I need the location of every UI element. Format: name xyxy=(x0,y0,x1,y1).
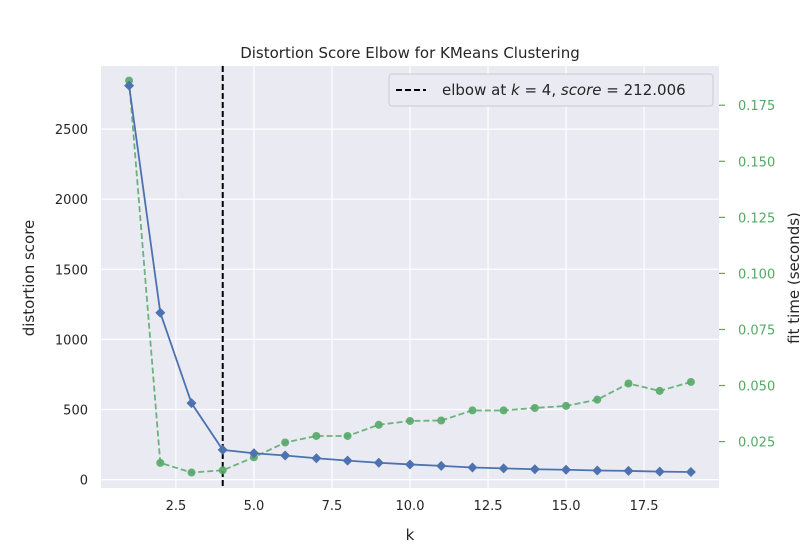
x-tick-label: 10.0 xyxy=(396,499,425,514)
fit-time-point xyxy=(343,431,352,440)
y2-tick-label: 0.025 xyxy=(738,436,775,451)
distortion-point xyxy=(155,307,166,318)
x-tick-label: 12.5 xyxy=(474,499,503,514)
legend-score-equals: = xyxy=(602,81,624,99)
x-tick-label: 7.5 xyxy=(322,499,343,514)
legend-k-symbol: k xyxy=(511,81,521,99)
fit-time-point xyxy=(218,466,227,475)
distortion-point xyxy=(186,398,197,409)
distortion-point xyxy=(685,467,696,478)
distortion-point xyxy=(561,464,572,475)
fit-time-point xyxy=(624,379,633,388)
legend: elbow at k = 4, score = 212.006 xyxy=(388,73,714,107)
right-axis-title: fit time (seconds) xyxy=(785,212,800,344)
distortion-point xyxy=(623,465,634,476)
distortion-point xyxy=(311,453,322,464)
distortion-point xyxy=(529,464,540,475)
y-tick-label: 2000 xyxy=(55,193,88,208)
grid-lines xyxy=(101,66,719,488)
fit-time-point xyxy=(406,416,414,425)
fit-time-point xyxy=(530,403,539,412)
x-tick-label: 5.0 xyxy=(244,499,265,514)
distortion-point xyxy=(467,462,478,473)
y-axis-title: distortion score xyxy=(20,220,38,337)
y2-tick-label: 0.175 xyxy=(738,99,775,114)
y-tick-label: 1500 xyxy=(55,263,88,278)
y2-tick-label: 0.150 xyxy=(738,155,775,170)
distortion-point xyxy=(124,80,135,91)
chart-title: Distortion Score Elbow for KMeans Cluste… xyxy=(240,44,580,62)
y-tick-label: 0 xyxy=(80,474,88,489)
fit-time-point xyxy=(655,386,664,395)
distortion-point xyxy=(248,448,259,459)
tick-labels: 2.5 5.0 7.5 10.0 12.5 15.0 17.5 0 500 1000 1500 200… xyxy=(55,99,775,514)
x-tick-label: 2.5 xyxy=(166,499,187,514)
fit-time-point xyxy=(593,395,602,404)
series xyxy=(124,76,696,478)
legend-score-symbol: score xyxy=(561,81,602,99)
legend-prefix: elbow at xyxy=(442,81,511,99)
legend-score-value: 212.006 xyxy=(624,81,686,99)
legend-k-value: 4 xyxy=(542,81,552,99)
fit-time-point xyxy=(125,76,134,85)
fit-time-point xyxy=(187,468,196,477)
fit-time-point xyxy=(312,431,321,440)
x-axis-title: k xyxy=(406,526,415,544)
legend-box xyxy=(388,73,714,107)
fit-time-point xyxy=(562,401,571,410)
x-tick-label: 17.5 xyxy=(630,499,659,514)
y-tick-label: 500 xyxy=(63,403,88,418)
distortion-point xyxy=(405,459,415,470)
fit-time-point xyxy=(499,406,508,415)
legend-label: elbow at k = 4, score = 212.006 xyxy=(442,81,686,99)
distortion-point xyxy=(217,444,228,455)
x-tick-label: 15.0 xyxy=(552,499,581,514)
distortion-point xyxy=(342,455,353,466)
fit-time-point xyxy=(156,458,165,467)
y2-tick-label: 0.100 xyxy=(738,267,775,282)
y-tick-label: 1000 xyxy=(55,333,88,348)
legend-k-equals: = xyxy=(520,81,542,99)
fit-time-point xyxy=(374,420,383,429)
y2-tick-label: 0.125 xyxy=(738,211,775,226)
y-tick-label: 2500 xyxy=(55,123,88,138)
fit-time-point xyxy=(686,377,695,386)
distortion-point xyxy=(436,460,447,471)
fit-time-point xyxy=(281,438,290,447)
distortion-point xyxy=(592,465,603,476)
fit-time-point xyxy=(468,406,477,415)
y2-tick-label: 0.050 xyxy=(738,380,775,395)
legend-comma: , xyxy=(551,81,561,99)
distortion-point xyxy=(280,450,291,461)
distortion-point xyxy=(654,466,665,477)
fit-time-point xyxy=(437,416,446,425)
distortion-point xyxy=(498,463,509,474)
y2-tick-label: 0.075 xyxy=(738,323,775,338)
distortion-point xyxy=(373,457,384,468)
